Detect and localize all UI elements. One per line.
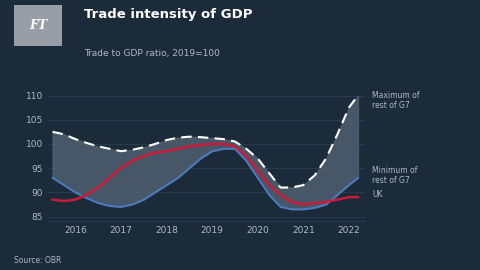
- Text: FT: FT: [29, 19, 48, 32]
- Text: Maximum of
rest of G7: Maximum of rest of G7: [372, 91, 420, 110]
- Text: Minimum of
rest of G7: Minimum of rest of G7: [372, 166, 418, 185]
- Text: UK: UK: [372, 190, 383, 199]
- Text: Source: OBR: Source: OBR: [14, 256, 62, 265]
- Text: Trade to GDP ratio, 2019=100: Trade to GDP ratio, 2019=100: [84, 49, 220, 58]
- Text: Trade intensity of GDP: Trade intensity of GDP: [84, 8, 252, 21]
